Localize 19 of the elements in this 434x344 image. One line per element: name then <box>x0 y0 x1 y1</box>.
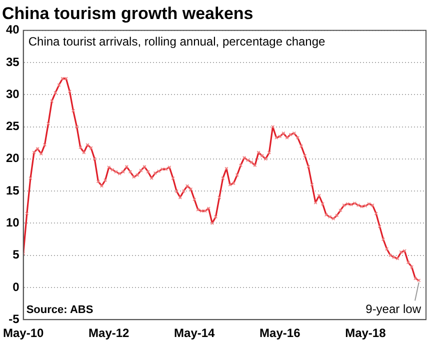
y-tick-label: 15 <box>6 183 20 198</box>
y-tick-label: 30 <box>6 86 20 101</box>
annotation: Source: ABS <box>26 304 94 316</box>
chart-title: China tourism growth weakens <box>2 4 254 23</box>
annotation: 9-year low <box>366 302 422 316</box>
y-tick-label: 40 <box>6 22 20 37</box>
y-tick-label: 35 <box>6 54 20 69</box>
x-tick-label: May-10 <box>3 326 44 340</box>
x-tick-label: May-18 <box>345 326 386 340</box>
y-tick-label: 25 <box>6 119 20 134</box>
y-tick-label: 20 <box>6 151 20 166</box>
x-tick-label: May-12 <box>88 326 130 340</box>
x-tick-label: May-14 <box>174 326 216 340</box>
y-tick-label: -5 <box>8 312 20 326</box>
y-tick-label: 10 <box>6 216 20 230</box>
chart-subtitle: China tourist arrivals, rolling annual, percentage change <box>28 34 326 49</box>
y-tick-label: 5 <box>12 248 20 262</box>
x-tick-label: May-16 <box>260 326 301 340</box>
y-tick-label: 0 <box>12 280 20 294</box>
